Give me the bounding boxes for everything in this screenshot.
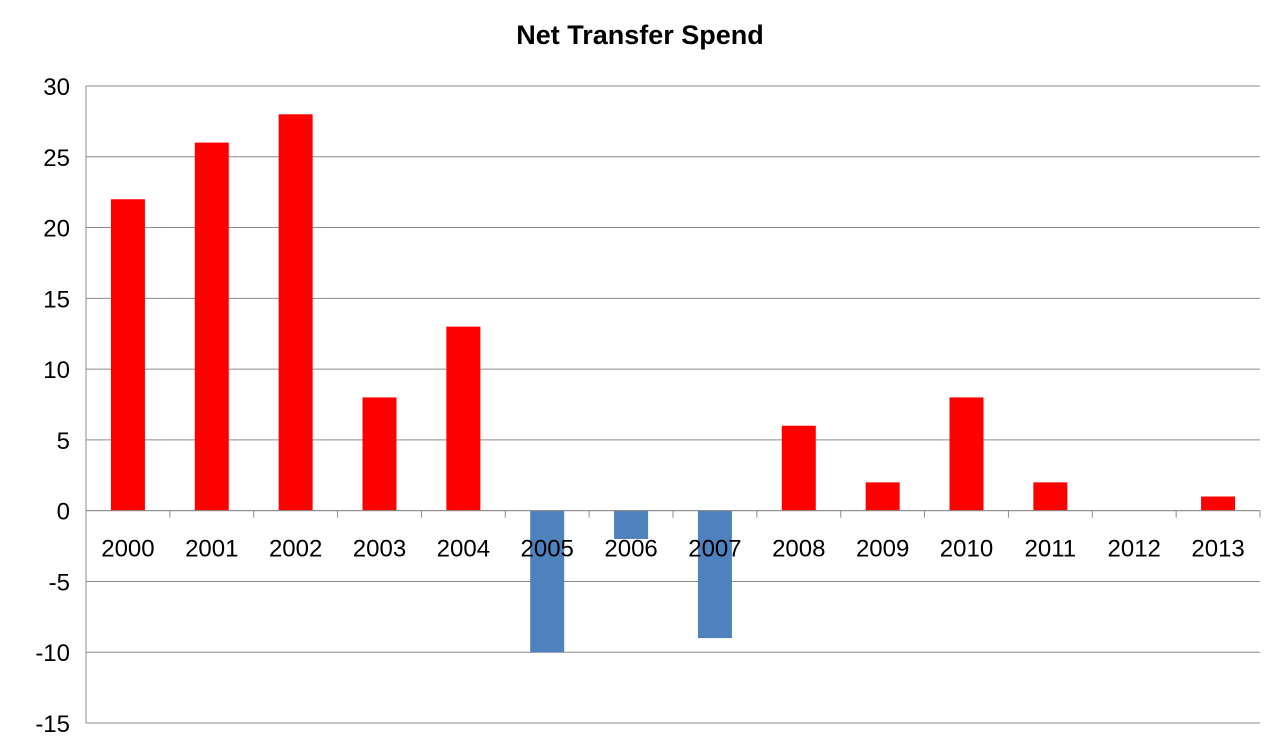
x-tick-label: 2008 xyxy=(772,536,825,563)
y-tick-label: 30 xyxy=(43,74,70,101)
bars xyxy=(110,114,1236,653)
y-tick-label: -15 xyxy=(35,711,70,738)
bar-2001 xyxy=(194,142,229,511)
x-tick-label: 2003 xyxy=(353,536,406,563)
y-tick-label: 5 xyxy=(57,428,70,455)
bar-2008 xyxy=(781,425,816,511)
x-tick-label: 2012 xyxy=(1108,536,1161,563)
bar-2005 xyxy=(530,510,565,653)
gridlines xyxy=(86,85,1261,724)
y-tick-label: -5 xyxy=(49,569,70,596)
bar-2013 xyxy=(1201,496,1236,511)
y-tick-label: 15 xyxy=(43,286,70,313)
x-axis-tick-labels: 2000 2001 2002 2003 2004 2005 2006 2007 2008 2009… xyxy=(101,536,1245,563)
x-tick-label: 2010 xyxy=(940,536,993,563)
y-tick-label: 10 xyxy=(43,357,70,384)
bar-2007 xyxy=(697,510,732,639)
x-tick-label: 2007 xyxy=(688,536,741,563)
x-tick-label: 2013 xyxy=(1191,536,1244,563)
y-axis-tick-labels: 30 25 20 15 10 5 0 -5 -10 -15 xyxy=(35,74,70,738)
bar-2010 xyxy=(949,397,984,511)
x-tick-label: 2002 xyxy=(269,536,322,563)
x-tick-label: 2006 xyxy=(604,536,657,563)
x-tick-label: 2009 xyxy=(856,536,909,563)
y-tick-label: 25 xyxy=(43,145,70,172)
x-tick-label: 2004 xyxy=(437,536,490,563)
y-tick-label: 20 xyxy=(43,216,70,243)
bar-2002 xyxy=(278,114,313,511)
bar-2011 xyxy=(1033,482,1068,511)
chart-title: Net Transfer Spend xyxy=(516,20,764,50)
x-tick-label: 2000 xyxy=(101,536,154,563)
x-tick-label: 2011 xyxy=(1025,536,1077,563)
bar-2003 xyxy=(362,397,397,511)
y-tick-label: -10 xyxy=(35,640,70,667)
bar-2006 xyxy=(614,510,649,539)
x-tick-label: 2005 xyxy=(521,536,574,563)
y-tick-label: 0 xyxy=(57,499,70,526)
bar-2000 xyxy=(110,199,145,511)
x-tick-label: 2001 xyxy=(185,536,238,563)
bar-2004 xyxy=(446,326,481,511)
bar-2009 xyxy=(865,482,900,511)
